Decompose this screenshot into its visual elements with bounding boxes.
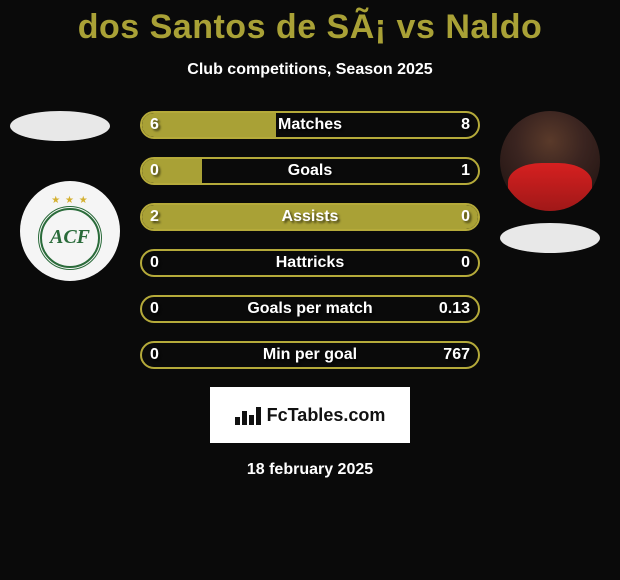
stat-bar-fill	[142, 205, 478, 229]
stat-row: 0Goals per match0.13	[140, 295, 480, 323]
stat-row: 0Goals1	[140, 157, 480, 185]
player-right-avatar	[500, 111, 600, 211]
stat-bar-fill-left	[142, 159, 202, 183]
page-title: dos Santos de SÃ¡ vs Naldo	[0, 0, 620, 47]
club-emblem-text: ACF	[50, 226, 90, 249]
player-left-avatar-placeholder	[10, 111, 110, 141]
club-emblem: ACF	[40, 208, 100, 268]
stat-bar-track	[140, 111, 480, 139]
club-stars-icon: ★ ★ ★	[51, 195, 88, 206]
comparison-bars: 6Matches8 0Goals1 2Assists0 0Hattricks0 0Goa…	[140, 111, 480, 369]
stat-row: 0Min per goal767	[140, 341, 480, 369]
comparison-content: ★ ★ ★ ACF 6Matches8 0Goals1 2Assists0 0Hatt…	[0, 111, 620, 369]
stat-row: 6Matches8	[140, 111, 480, 139]
stat-bar-fill-left	[142, 113, 276, 137]
stat-bar-track	[140, 341, 480, 369]
footer-date: 18 february 2025	[0, 461, 620, 479]
bar-chart-icon	[235, 405, 261, 425]
subtitle: Club competitions, Season 2025	[0, 61, 620, 79]
stat-row: 0Hattricks0	[140, 249, 480, 277]
footer-brand-badge: FcTables.com	[210, 387, 410, 443]
stat-row: 2Assists0	[140, 203, 480, 231]
stat-bar-track	[140, 295, 480, 323]
brand-text: FcTables.com	[267, 405, 386, 426]
stat-bar-track	[140, 157, 480, 185]
player-left-club-badge: ★ ★ ★ ACF	[20, 181, 120, 281]
stat-bar-track	[140, 249, 480, 277]
player-right-club-placeholder	[500, 223, 600, 253]
stat-bar-track	[140, 203, 480, 231]
